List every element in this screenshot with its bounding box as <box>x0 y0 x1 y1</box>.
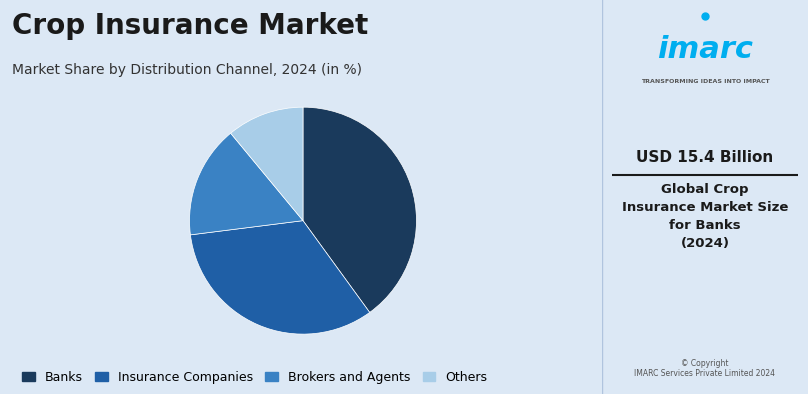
Text: Global Crop
Insurance Market Size
for Banks
(2024): Global Crop Insurance Market Size for Ba… <box>622 183 788 250</box>
Wedge shape <box>303 107 416 312</box>
Text: imarc: imarc <box>657 35 753 65</box>
Text: Market Share by Distribution Channel, 2024 (in %): Market Share by Distribution Channel, 20… <box>12 63 362 77</box>
Text: © Copyright
IMARC Services Private Limited 2024: © Copyright IMARC Services Private Limit… <box>634 359 776 378</box>
Text: Crop Insurance Market: Crop Insurance Market <box>12 12 368 40</box>
Text: TRANSFORMING IDEAS INTO IMPACT: TRANSFORMING IDEAS INTO IMPACT <box>641 79 769 84</box>
Text: USD 15.4 Billion: USD 15.4 Billion <box>637 150 773 165</box>
Wedge shape <box>191 221 370 334</box>
Legend: Banks, Insurance Companies, Brokers and Agents, Others: Banks, Insurance Companies, Brokers and … <box>22 371 487 384</box>
Wedge shape <box>190 133 303 235</box>
Wedge shape <box>230 107 303 221</box>
